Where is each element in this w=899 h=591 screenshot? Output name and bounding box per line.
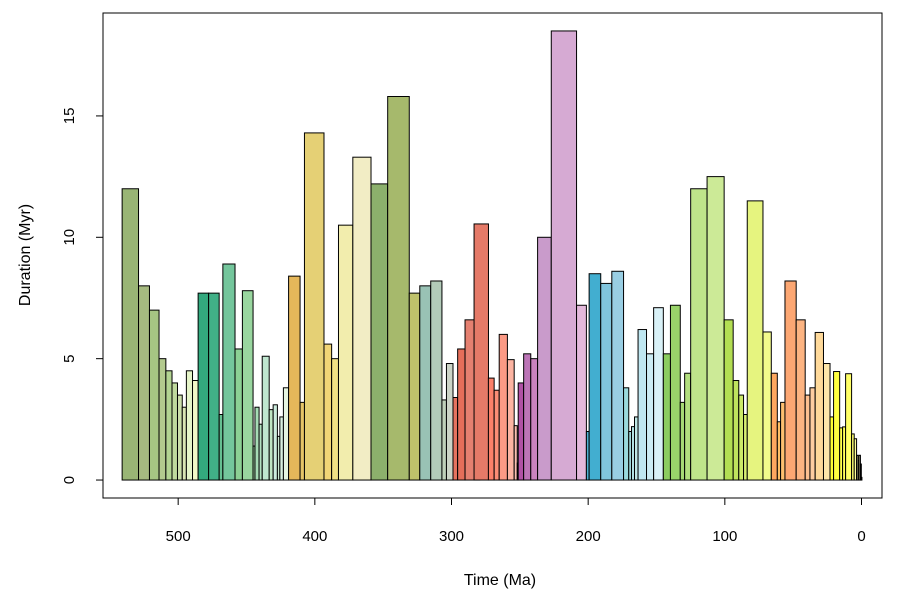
bar-10 (197, 292, 210, 481)
x-tick-label: 100 (712, 528, 737, 545)
bar-30 (337, 224, 354, 481)
y-axis: 0 5 10 15 (61, 108, 104, 484)
bar-19 (261, 355, 270, 481)
bar-91 (845, 373, 853, 481)
bar-6 (176, 394, 183, 481)
bar-4 (165, 370, 173, 481)
bar-38 (445, 363, 454, 481)
bar-9 (192, 380, 199, 481)
bar-65 (653, 307, 664, 481)
bar-88 (833, 371, 841, 481)
bar-49 (517, 382, 525, 481)
y-tick-label: 5 (61, 354, 78, 362)
bar-24 (282, 387, 290, 481)
bar-45 (498, 333, 508, 481)
bar-39 (452, 397, 459, 481)
y-tick-label: 15 (61, 108, 78, 125)
bar-2 (148, 309, 160, 481)
bar-81 (784, 280, 797, 481)
bar-42 (473, 223, 489, 481)
bar-87 (829, 416, 835, 481)
bar-12 (218, 414, 224, 481)
bar-68 (679, 401, 686, 481)
bar-82 (795, 319, 806, 481)
bar-33 (387, 96, 410, 481)
bar-98 (860, 476, 863, 481)
bar-27 (303, 132, 325, 481)
bar-11 (208, 292, 220, 481)
bar-69 (684, 372, 692, 481)
bar-85 (814, 331, 824, 481)
bar-44 (493, 389, 500, 481)
bar-63 (637, 329, 648, 481)
bar-36 (430, 280, 443, 481)
bar-57 (600, 282, 613, 481)
bar-17 (254, 406, 260, 481)
bar-78 (770, 372, 778, 481)
y-tick-label: 0 (61, 476, 78, 484)
bar-80 (780, 401, 786, 481)
bar-15 (241, 290, 254, 481)
bar-34 (408, 292, 421, 481)
bar-43 (487, 377, 495, 481)
bar-56 (588, 273, 602, 481)
bar-58 (611, 270, 625, 481)
bar-26 (299, 401, 305, 481)
bar-20 (268, 409, 274, 481)
bar-5 (171, 382, 178, 481)
bar-7 (181, 406, 187, 481)
y-axis-title: Duration (Myr) (17, 204, 34, 306)
bar-50 (523, 353, 532, 481)
bar-83 (804, 394, 811, 481)
x-tick-label: 500 (166, 528, 191, 545)
y-tick-label: 10 (61, 229, 78, 246)
bar-32 (370, 183, 389, 481)
bar-72 (723, 319, 734, 481)
bar-62 (634, 416, 639, 481)
bar-46 (506, 359, 515, 481)
bar-77 (762, 331, 772, 481)
bar-75 (743, 414, 748, 481)
bar-21 (272, 404, 278, 481)
x-axis-title: Time (Ma) (464, 572, 536, 589)
bar-64 (646, 353, 655, 481)
bar-52 (537, 236, 552, 481)
bar-54 (576, 304, 587, 481)
bar-40 (457, 348, 466, 481)
bar-47 (513, 425, 518, 481)
bar-3 (158, 358, 167, 481)
bar-25 (288, 275, 301, 481)
bar-37 (441, 399, 447, 481)
bar-28 (323, 343, 333, 481)
bar-66 (662, 353, 671, 481)
bar-1 (138, 285, 150, 481)
bar-35 (419, 285, 432, 481)
bar-23 (279, 416, 284, 481)
bar-8 (185, 370, 194, 481)
bar-86 (822, 363, 831, 481)
x-axis: 500 400 300 200 100 0 (166, 497, 866, 545)
bar-76 (746, 200, 764, 481)
bar-13 (222, 263, 236, 481)
x-tick-label: 300 (439, 528, 464, 545)
x-tick-label: 200 (576, 528, 601, 545)
x-tick-label: 0 (857, 528, 865, 545)
bar-31 (352, 156, 372, 481)
bars-group (121, 30, 863, 481)
bar-73 (732, 380, 740, 481)
bar-84 (809, 387, 816, 481)
bar-0 (121, 188, 140, 481)
bar-71 (706, 176, 725, 481)
bar-53 (550, 30, 578, 481)
bar-14 (234, 348, 243, 481)
bar-29 (331, 358, 339, 481)
bar-74 (738, 394, 745, 481)
bar-59 (623, 387, 630, 481)
bar-51 (530, 358, 539, 481)
x-tick-label: 400 (302, 528, 327, 545)
bar-67 (669, 304, 681, 481)
bar-70 (690, 188, 708, 481)
